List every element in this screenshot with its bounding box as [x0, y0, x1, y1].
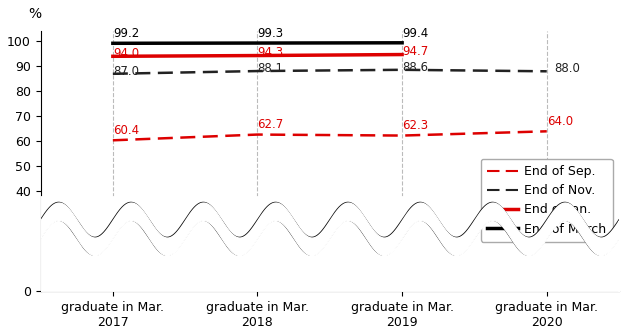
Text: 62.3: 62.3	[402, 119, 428, 132]
Text: 88.0: 88.0	[554, 62, 580, 75]
Text: %: %	[28, 7, 41, 21]
Text: 99.3: 99.3	[257, 27, 284, 40]
Text: 88.6: 88.6	[402, 60, 428, 74]
Text: 99.2: 99.2	[113, 27, 139, 40]
Text: 87.0: 87.0	[113, 65, 139, 78]
Text: 88.1: 88.1	[257, 62, 284, 75]
Text: 94.0: 94.0	[113, 47, 139, 60]
Text: 99.4: 99.4	[402, 27, 428, 40]
Text: 60.4: 60.4	[113, 124, 139, 136]
Text: 94.7: 94.7	[402, 45, 428, 58]
Text: 64.0: 64.0	[546, 115, 573, 128]
Text: 94.3: 94.3	[257, 46, 284, 59]
Text: 62.7: 62.7	[257, 118, 284, 131]
Legend: End of Sep., End of Nov., End of Jan., End of March: End of Sep., End of Nov., End of Jan., E…	[481, 159, 613, 242]
